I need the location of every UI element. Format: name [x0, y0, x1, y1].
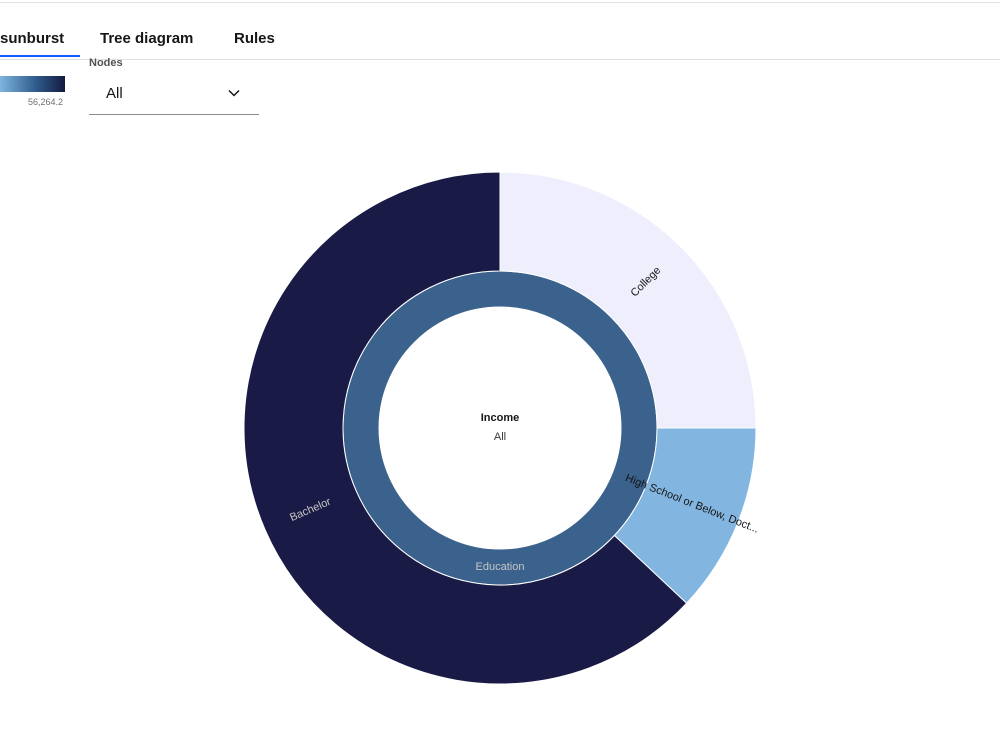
inner-ring-label-education: Education	[476, 561, 525, 573]
outer-ring-segment-college[interactable]	[499, 171, 757, 429]
top-divider	[0, 2, 1000, 3]
tab-sunburst[interactable]: sunburst	[0, 30, 81, 57]
nodes-dropdown-value: All	[106, 85, 123, 102]
nodes-filter-label: Nodes	[89, 57, 123, 69]
tab-rules[interactable]: Rules	[234, 30, 275, 47]
outer-ring-segment-bachelor[interactable]	[243, 171, 688, 685]
color-scale-legend	[0, 76, 65, 92]
center-subtitle: All	[494, 431, 506, 443]
nodes-dropdown[interactable]: All	[89, 74, 259, 115]
view-tabs: sunburst Tree diagram Rules	[0, 18, 1000, 60]
legend-max-value: 56,264.2	[28, 97, 64, 107]
center-title: Income	[481, 412, 520, 424]
tab-tree-diagram[interactable]: Tree diagram	[100, 30, 194, 47]
inner-ring-segment-education[interactable]	[342, 270, 658, 586]
chevron-down-icon	[228, 89, 240, 97]
